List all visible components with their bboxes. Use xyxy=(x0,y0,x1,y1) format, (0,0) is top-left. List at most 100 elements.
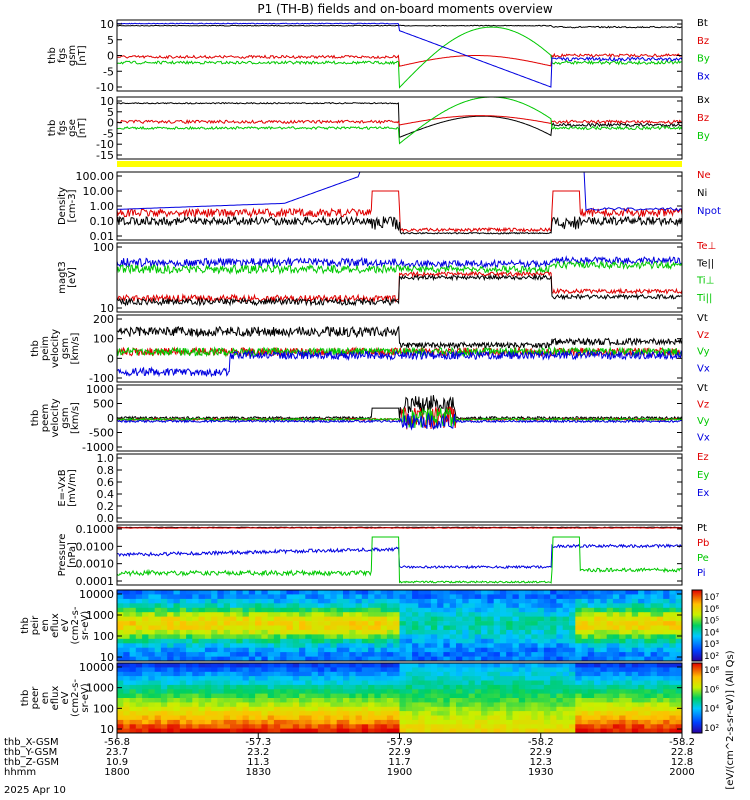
spectro-cell-peir xyxy=(355,652,363,657)
spectro-cell-peir xyxy=(368,629,375,635)
spectro-cell-peir xyxy=(292,603,300,609)
spectro-cell-peer xyxy=(148,684,156,690)
spectro-cell-peir xyxy=(399,629,407,635)
spectro-cell-peir xyxy=(217,625,225,631)
ytick-label: 100 xyxy=(93,241,114,254)
spectro-cell-peer xyxy=(638,715,645,721)
spectro-cell-peer xyxy=(236,715,243,721)
spectro-cell-peir xyxy=(317,647,325,653)
spectro-cell-peer xyxy=(273,680,281,686)
spectro-cell-peir xyxy=(211,652,218,657)
spectro-cell-peir xyxy=(625,603,633,609)
spectro-cell-peer xyxy=(456,689,463,695)
spectro-cell-peer xyxy=(255,689,262,695)
spectro-cell-peer xyxy=(569,698,576,703)
spectro-cell-peer xyxy=(456,667,463,673)
spectro-cell-peir xyxy=(412,652,419,657)
spectro-cell-peir xyxy=(562,603,570,609)
spectro-cell-peer xyxy=(418,728,425,734)
spectro-cell-peir xyxy=(399,647,407,653)
spectro-cell-peer xyxy=(374,693,382,699)
spectro-cell-peer xyxy=(267,715,275,721)
spectro-cell-peir xyxy=(518,629,526,635)
spectro-cell-peer xyxy=(261,663,269,668)
spectro-cell-peir xyxy=(443,656,451,662)
spectro-cell-peir xyxy=(324,594,331,600)
spectro-cell-peer xyxy=(324,684,331,690)
spectro-cell-peer xyxy=(317,728,325,734)
spectro-cell-peer xyxy=(374,706,382,712)
spectro-cell-peer xyxy=(512,693,520,699)
spectro-cell-peir xyxy=(399,616,407,622)
spectro-cell-peir xyxy=(267,656,275,662)
spectro-cell-peer xyxy=(424,724,432,730)
spectro-cell-peer xyxy=(562,706,570,712)
spectro-cell-peir xyxy=(204,590,212,595)
spectro-cell-peer xyxy=(531,728,538,734)
ytick-label: 10 xyxy=(100,18,114,31)
spectro-cell-peir xyxy=(160,594,168,600)
spectro-cell-peer xyxy=(468,693,476,699)
spectro-cell-peer xyxy=(437,728,444,734)
spectro-cell-peir xyxy=(255,625,262,631)
spectro-cell-peir xyxy=(499,616,507,622)
spectro-cell-peer xyxy=(154,706,162,712)
spectro-cell-peir xyxy=(462,590,469,595)
spectro-cell-peir xyxy=(230,607,237,613)
spectro-cell-peir xyxy=(399,638,407,644)
spectro-cell-peer xyxy=(386,715,394,721)
spectro-cell-peir xyxy=(625,621,633,626)
spectro-cell-peer xyxy=(606,684,614,690)
spectro-cell-peer xyxy=(317,676,325,681)
spectro-cell-peir xyxy=(179,594,187,600)
spectro-cell-peer xyxy=(531,711,538,716)
spectro-cell-peer xyxy=(412,689,419,695)
legend-peim: Vx xyxy=(697,363,710,374)
spectro-cell-peir xyxy=(443,647,451,653)
spectro-cell-peer xyxy=(412,715,419,721)
spectro-cell-peir xyxy=(531,603,538,609)
spectro-cell-peer xyxy=(361,715,369,721)
spectro-cell-peir xyxy=(456,621,463,626)
spectro-cell-peir xyxy=(600,634,608,640)
spectro-cell-peer xyxy=(468,715,476,721)
spectro-cell-peir xyxy=(506,594,513,600)
spectro-cell-peer xyxy=(198,698,206,703)
spectro-cell-peir xyxy=(405,590,413,595)
spectro-cell-peir xyxy=(644,603,651,609)
spectro-cell-peer xyxy=(236,698,243,703)
spectro-cell-peir xyxy=(669,616,677,622)
spectro-cell-peir xyxy=(368,603,375,609)
spectro-cell-peir xyxy=(179,607,187,613)
spectro-cell-peir xyxy=(631,643,639,649)
spectro-cell-peir xyxy=(261,621,269,626)
spectro-cell-peir xyxy=(142,603,149,609)
spectro-cell-peir xyxy=(317,594,325,600)
spectro-cell-peer xyxy=(135,684,143,690)
spectro-cell-peir xyxy=(468,652,476,657)
spectro-cell-peir xyxy=(299,625,306,631)
spectro-cell-peer xyxy=(594,715,601,721)
spectro-cell-peir xyxy=(286,603,294,609)
spectro-cell-peir xyxy=(575,647,582,653)
spectro-cell-peer xyxy=(211,671,218,677)
legend-pressure: Pb xyxy=(697,538,709,549)
spectro-cell-peer xyxy=(581,680,589,686)
spectro-cell-peer xyxy=(631,719,639,725)
spectro-cell-peir xyxy=(594,590,601,595)
spectro-cell-peir xyxy=(656,638,664,644)
spectro-cell-peir xyxy=(437,621,444,626)
spectro-cell-peir xyxy=(518,616,526,622)
spectro-cell-peer xyxy=(550,689,557,695)
spectro-cell-peer xyxy=(186,715,193,721)
spectro-cell-peir xyxy=(236,638,243,644)
colorbar-tick: 10⁵ xyxy=(704,617,719,627)
spectro-cell-peir xyxy=(468,612,476,617)
spectro-cell-peer xyxy=(587,680,595,686)
spectro-cell-peer xyxy=(343,663,350,668)
spectro-cell-peer xyxy=(311,684,319,690)
spectro-cell-peir xyxy=(638,594,645,600)
spectro-cell-peer xyxy=(525,719,532,725)
spectro-cell-peer xyxy=(393,698,400,703)
spectro-cell-peer xyxy=(261,706,269,712)
